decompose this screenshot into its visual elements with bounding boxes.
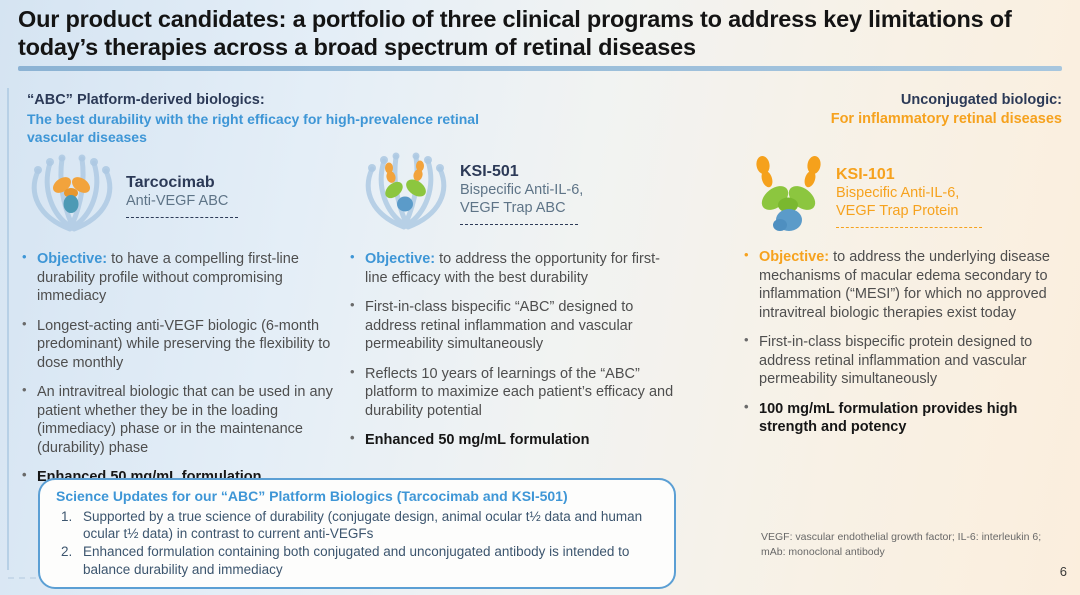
slide-title: Our product candidates: a portfolio of t…: [18, 6, 1012, 61]
tarcocimab-bullet-list: Objective:to have a compelling first-lin…: [20, 249, 346, 498]
product-header-ksi-101: KSI-101 Bispecific Anti-IL-6, VEGF Trap …: [748, 152, 998, 241]
bispecific-antibody-icon: [748, 152, 830, 241]
platform-section-header: “ABC” Platform-derived biologics: The be…: [27, 91, 532, 147]
tarcocimab-dashed-underline: [126, 217, 238, 219]
list-number: 1.: [61, 508, 73, 524]
product-header-ksi-501: KSI-501 Bispecific Anti-IL-6, VEGF Trap …: [358, 147, 612, 240]
bullet-ksi-501-formulation: Enhanced 50 mg/mL formulation: [348, 430, 678, 450]
corner-dash-decoration: [8, 577, 36, 579]
left-accent-line: [7, 88, 9, 570]
product-name-tarcocimab: Tarcocimab: [126, 173, 215, 191]
ksi-101-dashed-underline: [836, 227, 982, 229]
platform-subheading: The best durability with the right effic…: [27, 110, 479, 146]
product-subtitle-tarcocimab: Anti-VEGF ABC: [126, 192, 229, 209]
unconjugated-heading: Unconjugated biologic:: [900, 92, 1062, 108]
objective-label: Objective:: [37, 251, 108, 267]
list-number: 2.: [61, 544, 73, 560]
product-header-tarcocimab: Tarcocimab Anti-VEGF ABC: [24, 149, 276, 242]
objective-label: Objective:: [365, 251, 436, 267]
product-name-ksi-501: KSI-501: [460, 162, 519, 180]
science-update-item-2: 2. Enhanced formulation containing both …: [56, 543, 658, 579]
ksi-501-dashed-underline: [460, 224, 578, 226]
bullet-tarcocimab-3: An intravitreal biologic that can be use…: [20, 382, 346, 457]
product-name-ksi-101: KSI-101: [836, 165, 895, 183]
title-divider: [18, 66, 1062, 71]
objective-label: Objective:: [759, 249, 830, 265]
product-subtitle-ksi-501: Bispecific Anti-IL-6, VEGF Trap ABC: [460, 181, 584, 216]
bullet-ksi-501-objective: Objective:to address the opportunity for…: [348, 249, 678, 287]
ksi-501-bullet-list: Objective:to address the opportunity for…: [348, 249, 678, 461]
bullet-ksi-101-objective: Objective:to address the underlying dise…: [742, 247, 1072, 322]
unconjugated-section-header: Unconjugated biologic: For inflammatory …: [732, 91, 1062, 129]
bullet-ksi-101-formulation: 100 mg/mL formulation provides high stre…: [742, 399, 1072, 437]
abbreviations-footnote: VEGF: vascular endothelial growth factor…: [761, 531, 1042, 558]
bullet-ksi-101-2: First-in-class bispecific protein design…: [742, 332, 1072, 389]
science-update-item-1: 1. Supported by a true science of durabi…: [56, 508, 658, 544]
science-updates-title: Science Updates for our “ABC” Platform B…: [56, 488, 568, 504]
ksi-101-bullet-list: Objective:to address the underlying dise…: [742, 247, 1072, 448]
bullet-tarcocimab-objective: Objective:to have a compelling first-lin…: [20, 249, 346, 306]
product-subtitle-ksi-101: Bispecific Anti-IL-6, VEGF Trap Protein: [836, 184, 960, 219]
abc-molecule-anti-vegf-icon: [24, 149, 120, 242]
science-updates-box: Science Updates for our “ABC” Platform B…: [38, 478, 676, 589]
bullet-ksi-501-2: First-in-class bispecific “ABC” designed…: [348, 297, 678, 354]
page-number: 6: [1059, 564, 1067, 579]
bullet-ksi-501-3: Reflects 10 years of learnings of the “A…: [348, 364, 678, 421]
platform-heading: “ABC” Platform-derived biologics:: [27, 92, 265, 108]
bullet-tarcocimab-2: Longest-acting anti-VEGF biologic (6-mon…: [20, 316, 346, 373]
unconjugated-subheading: For inflammatory retinal diseases: [830, 110, 1062, 127]
abc-molecule-bispecific-icon: [358, 147, 454, 240]
